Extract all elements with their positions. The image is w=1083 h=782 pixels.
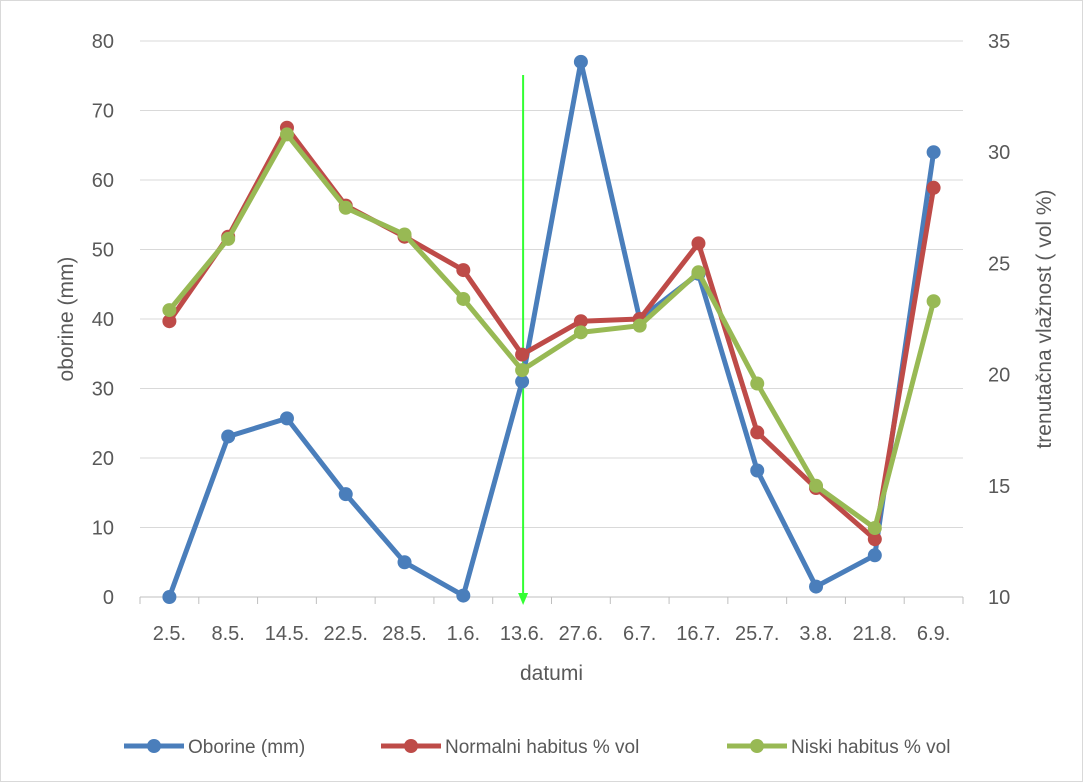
left-tick-label: 60: [92, 170, 114, 192]
x-tick-label: 21.8.: [853, 623, 897, 645]
x-tick-label: 14.5.: [265, 623, 309, 645]
data-point: [926, 145, 941, 160]
data-point: [573, 54, 588, 69]
right-axis-title: trenutačna vlažnost ( vol %): [1033, 189, 1056, 448]
left-tick-label: 70: [92, 101, 114, 123]
series-line: [166, 131, 937, 531]
legend-swatch-marker: [404, 739, 418, 753]
data-point: [750, 463, 765, 478]
data-point: [338, 200, 353, 215]
x-tick-label: 16.7.: [676, 623, 720, 645]
data-point: [515, 363, 530, 378]
data-point: [809, 579, 824, 594]
data-point: [162, 314, 177, 329]
data-point: [221, 429, 236, 444]
data-point: [867, 532, 882, 547]
gridlines: [140, 40, 963, 598]
data-point: [926, 180, 941, 195]
data-point: [221, 231, 236, 246]
date-marker: [518, 75, 529, 605]
left-tick-label: 30: [92, 379, 114, 401]
data-point: [809, 478, 824, 493]
left-tick-label: 20: [92, 448, 114, 470]
data-point: [456, 291, 471, 306]
x-tick-label: 22.5.: [324, 623, 368, 645]
left-tick-label: 0: [103, 587, 114, 609]
legend-swatch-marker: [750, 739, 764, 753]
x-tick-label: 6.9.: [917, 623, 950, 645]
data-point: [691, 236, 706, 251]
x-tick-label: 1.6.: [447, 623, 480, 645]
data-point: [397, 227, 412, 242]
data-point: [573, 325, 588, 340]
x-tick-label: 27.6.: [559, 623, 603, 645]
data-point: [573, 314, 588, 329]
data-point: [750, 425, 765, 440]
data-point: [162, 590, 177, 604]
right-tick-label: 25: [988, 253, 1010, 275]
data-point: [632, 318, 647, 333]
data-point: [162, 303, 177, 318]
right-tick-label: 20: [988, 365, 1010, 387]
x-tick-label: 13.6.: [500, 623, 544, 645]
data-point: [397, 555, 412, 570]
right-tick-label: 30: [988, 142, 1010, 164]
series-layer: [162, 54, 941, 604]
x-tick-label: 2.5.: [153, 623, 186, 645]
right-tick-label: 15: [988, 476, 1010, 498]
right-tick-label: 35: [988, 31, 1010, 53]
data-point: [279, 411, 294, 426]
legend-swatch-marker: [147, 739, 161, 753]
series-line: [166, 59, 937, 600]
x-tick-label: 28.5.: [382, 623, 426, 645]
left-axis-title: oborine (mm): [55, 257, 78, 382]
x-axis: 2.5. 8.5. 14.5. 22.5. 28.5. 1.6. 13.6. 27.6. 6.7…: [139, 596, 964, 645]
data-point: [691, 265, 706, 280]
x-tick-label: 25.7.: [735, 623, 779, 645]
left-tick-label: 40: [92, 309, 114, 331]
data-point: [515, 347, 530, 362]
legend-label: Oborine (mm): [188, 737, 305, 758]
left-tick-label: 80: [92, 31, 114, 53]
right-axis-ticks: 10 15 20 25 30 35: [988, 31, 1010, 609]
legend-label: Normalni habitus % vol: [445, 737, 639, 758]
left-tick-label: 50: [92, 240, 114, 262]
left-axis-ticks: 0 10 20 30 40 50 60 70 80: [92, 31, 114, 609]
data-point: [867, 521, 882, 536]
x-axis-title: datumi: [520, 662, 583, 685]
x-tick-label: 6.7.: [623, 623, 656, 645]
x-tick-label: 8.5.: [211, 623, 244, 645]
data-point: [515, 374, 530, 389]
data-point: [456, 263, 471, 278]
right-tick-label: 10: [988, 587, 1010, 609]
data-point: [279, 127, 294, 142]
marker-arrowhead: [518, 593, 529, 605]
left-tick-label: 10: [92, 518, 114, 540]
data-point: [750, 376, 765, 391]
data-point: [926, 294, 941, 309]
data-point: [338, 487, 353, 502]
data-point: [867, 548, 882, 563]
data-point: [456, 588, 471, 603]
legend: Oborine (mm) Normalni habitus % vol Niski …: [124, 737, 950, 758]
x-tick-label: 3.8.: [799, 623, 832, 645]
legend-label: Niski habitus % vol: [791, 737, 950, 758]
series-line: [166, 125, 937, 542]
